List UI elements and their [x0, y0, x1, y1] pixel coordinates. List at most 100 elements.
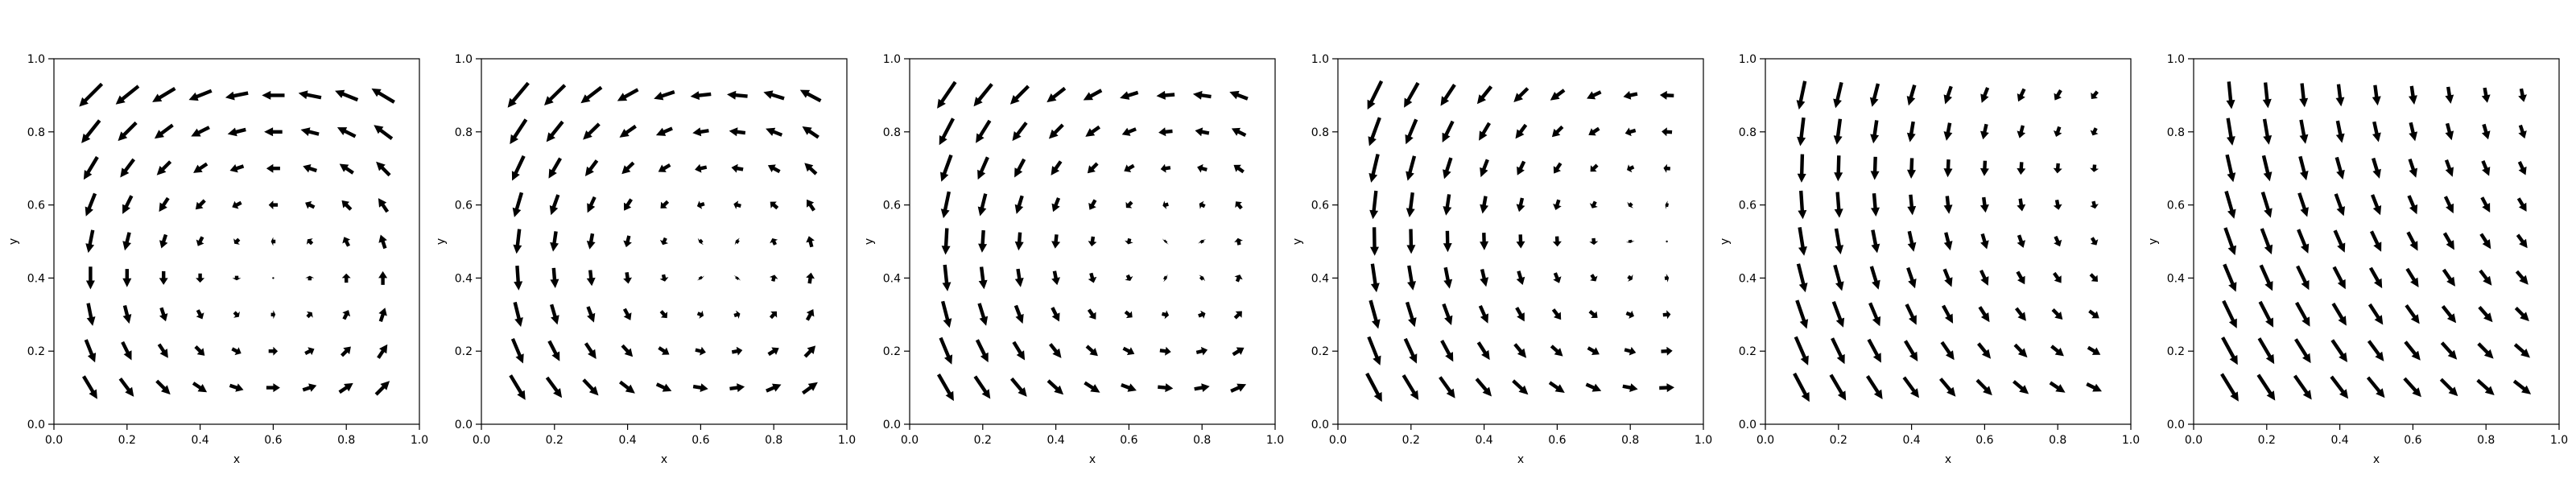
x-tick-label: 1.0: [2122, 434, 2140, 447]
quiver-arrow: [1156, 90, 1175, 100]
quiver-arrow: [2223, 227, 2236, 256]
quiver-arrow: [1048, 123, 1064, 139]
quiver-arrow: [1480, 159, 1489, 178]
y-tick-label: 1.0: [1311, 53, 1329, 66]
quiver-arrow: [2442, 232, 2454, 250]
quiver-arrow: [1012, 341, 1026, 361]
x-tick-label: 0.2: [2258, 434, 2276, 447]
chart-panel-4: 0.0 0.2 0.4 0.6 0.8 1.0 0.0 0.2 0.4 0.6 0.8 1.0 x y: [1291, 53, 1712, 466]
quiver-arrow: [580, 85, 603, 104]
quiver-arrow: [1124, 163, 1135, 172]
quiver-arrow: [1517, 160, 1526, 175]
x-tick-label: 0.0: [901, 434, 919, 447]
quiver-arrow: [695, 163, 708, 173]
quiver-arrow: [1230, 383, 1247, 393]
quiver-arrow: [1406, 192, 1415, 217]
quiver-arrow: [1552, 236, 1562, 247]
quiver-arrow: [196, 273, 205, 283]
x-tick-label: 0.2: [974, 434, 992, 447]
quiver-arrow: [937, 80, 957, 109]
x-tick-label: 0.6: [1975, 434, 1993, 447]
quiver-arrow: [584, 342, 597, 359]
quiver-arrow: [1662, 127, 1673, 137]
quiver-arrow: [1370, 227, 1379, 256]
quiver-arrow: [1551, 308, 1562, 320]
quiver-arrow: [2516, 197, 2527, 212]
quiver-arrow: [2477, 342, 2494, 359]
quiver-arrow: [1977, 342, 1992, 359]
quiver-arrow: [2262, 118, 2273, 145]
quiver-arrow: [1159, 346, 1171, 356]
quiver-arrow: [1162, 238, 1169, 245]
quiver-arrow: [1622, 383, 1638, 392]
quiver-arrow: [229, 164, 245, 173]
x-tick-label: 0.8: [1621, 434, 1639, 447]
quiver-arrow: [2370, 230, 2382, 252]
quiver-arrow: [302, 383, 317, 392]
quiver-arrow: [1158, 383, 1174, 393]
quiver-arrow: [374, 381, 390, 396]
quiver-arrow: [1585, 382, 1602, 392]
quiver-arrow: [512, 192, 524, 217]
quiver-arrow: [1120, 90, 1139, 100]
quiver-arrow: [232, 200, 242, 209]
quiver-arrow: [2297, 192, 2309, 217]
quiver-arrow: [2224, 190, 2236, 219]
quiver-arrow: [2053, 271, 2062, 283]
quiver-arrow: [1940, 341, 1955, 361]
quiver-arrow: [2296, 265, 2310, 291]
quiver-arrow: [1442, 120, 1455, 142]
chart-panel-3: 0.0 0.2 0.4 0.6 0.8 1.0 0.0 0.2 0.4 0.6 0.8 1.0 x y: [863, 53, 1284, 466]
quiver-arrow: [2054, 126, 2062, 137]
quiver-arrow: [342, 310, 351, 320]
quiver-arrow: [378, 308, 387, 322]
quiver-arrow: [156, 160, 172, 175]
x-tick-label: 0.2: [1830, 434, 1847, 447]
quiver-arrow: [270, 237, 276, 246]
quiver-arrow: [1797, 117, 1806, 147]
quiver-arrow: [1553, 199, 1562, 210]
quiver-arrow: [1515, 123, 1528, 139]
quiver-arrow: [1158, 127, 1173, 137]
quiver-arrow: [1834, 192, 1843, 218]
quiver-arrow: [1234, 275, 1243, 283]
quiver-arrow: [770, 201, 779, 210]
quiver-arrow: [2480, 196, 2491, 213]
y-tick-label: 0.8: [455, 126, 473, 139]
quiver-arrow: [1194, 383, 1210, 392]
quiver-arrow: [1480, 269, 1488, 287]
quiver-arrow: [2293, 374, 2312, 400]
quiver-arrow: [2404, 341, 2421, 361]
quiver-arrow: [803, 345, 816, 358]
quiver-arrow: [2407, 195, 2418, 215]
quiver-arrow: [1403, 337, 1418, 364]
quiver-arrow: [1831, 301, 1845, 328]
quiver-arrow: [696, 275, 704, 281]
quiver-arrow: [157, 343, 168, 358]
quiver-arrow: [622, 308, 632, 320]
quiver-arrow: [624, 198, 633, 211]
quiver-arrow: [2403, 377, 2421, 398]
x-tick-label: 0.4: [1475, 434, 1492, 447]
quiver-arrow: [729, 383, 745, 393]
quiver-arrow: [1661, 346, 1673, 356]
plot-frame: [2193, 58, 2560, 425]
y-tick-label: 0.6: [1739, 200, 1757, 213]
quiver-arrow: [1906, 85, 1917, 106]
y-tick-label: 0.2: [455, 345, 473, 358]
quiver-arrow: [374, 125, 394, 140]
quiver-arrow: [306, 311, 313, 319]
quiver-arrow: [1087, 162, 1099, 174]
quiver-arrow: [115, 85, 140, 105]
quiver-arrow: [734, 237, 740, 246]
quiver-arrow: [85, 229, 95, 254]
quiver-arrow: [2481, 87, 2491, 103]
quiver-arrow: [1870, 156, 1880, 180]
y-tick-label: 0.8: [2167, 126, 2185, 139]
quiver-arrow: [272, 277, 275, 279]
quiver-arrow: [1368, 299, 1381, 329]
quiver-arrow: [1550, 345, 1563, 357]
quiver-arrow: [658, 163, 671, 172]
y-tick-label: 0.0: [1311, 419, 1329, 431]
